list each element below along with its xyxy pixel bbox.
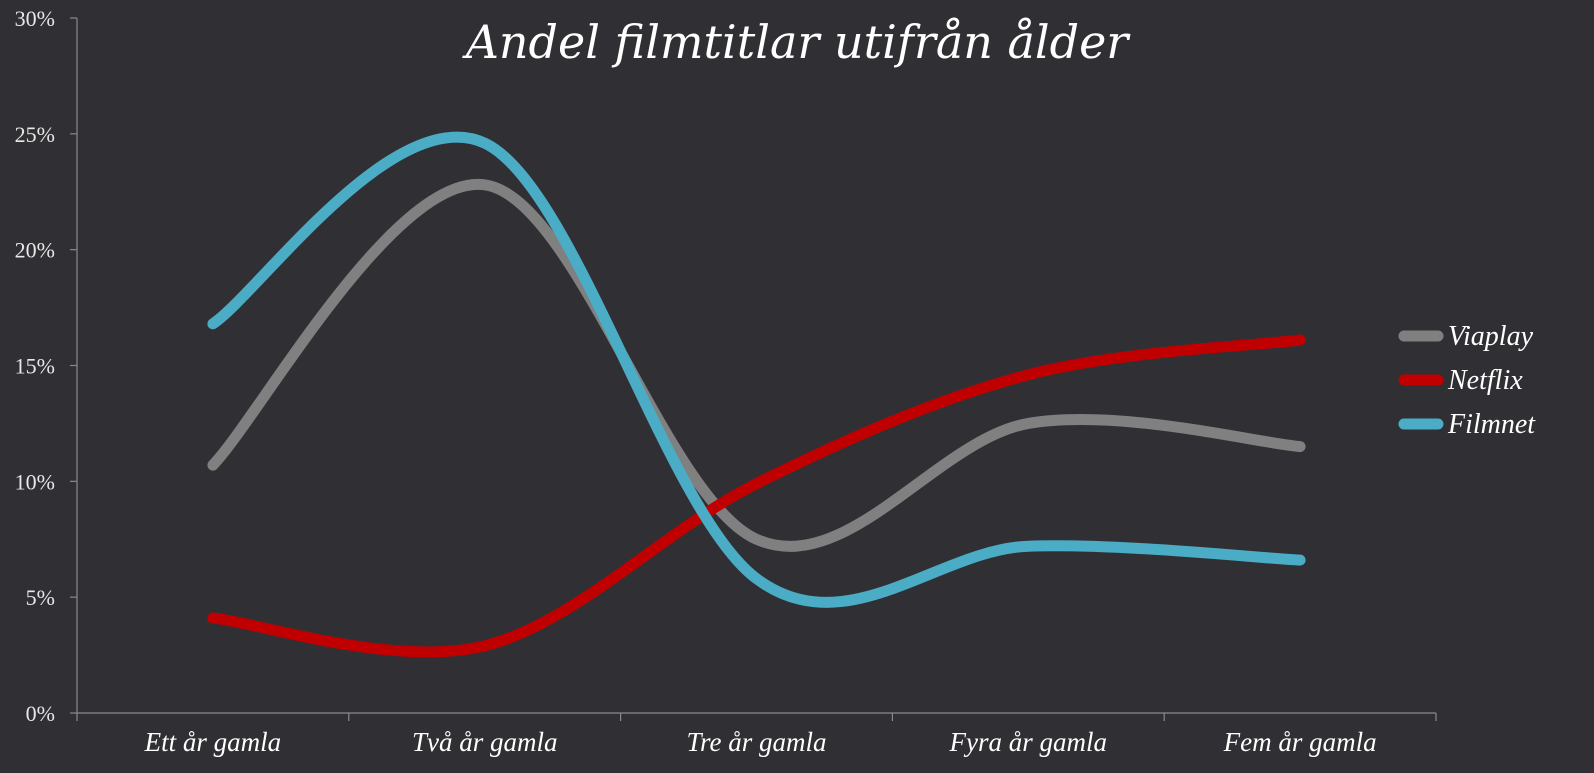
x-category-label: Fyra år gamla: [949, 727, 1108, 757]
x-category-label: Ett år gamla: [144, 727, 282, 757]
y-tick-label: 5%: [26, 585, 55, 610]
y-axis-ticks: 0% 5% 10% 15% 20% 25% 30%: [15, 6, 77, 726]
y-tick-label: 15%: [15, 354, 55, 379]
x-category-label: Två år gamla: [412, 727, 558, 757]
legend-label-filmnet: Filmnet: [1447, 409, 1536, 440]
x-axis-ticks: Ett år gamla Två år gamla Tre år gamla Fyra…: [76, 713, 1437, 757]
series-line-viaplay: [207, 179, 1306, 552]
legend-label-netflix: Netflix: [1447, 365, 1523, 396]
y-tick-label: 30%: [15, 6, 55, 31]
chart-title: Andel filmtitlar utifrån ålder: [462, 15, 1132, 69]
legend: Viaplay Netflix Filmnet: [1398, 321, 1536, 440]
y-tick-label: 25%: [15, 122, 55, 147]
x-category-label: Fem år gamla: [1223, 727, 1377, 757]
legend-label-viaplay: Viaplay: [1448, 321, 1534, 352]
y-tick-label: 0%: [26, 701, 55, 726]
y-tick-label: 20%: [15, 238, 55, 263]
y-tick-label: 10%: [15, 469, 55, 494]
series-line-netflix: [207, 334, 1306, 658]
x-category-label: Tre år gamla: [686, 727, 826, 757]
series-line-filmnet: [207, 131, 1306, 608]
series-lines: [207, 131, 1306, 658]
